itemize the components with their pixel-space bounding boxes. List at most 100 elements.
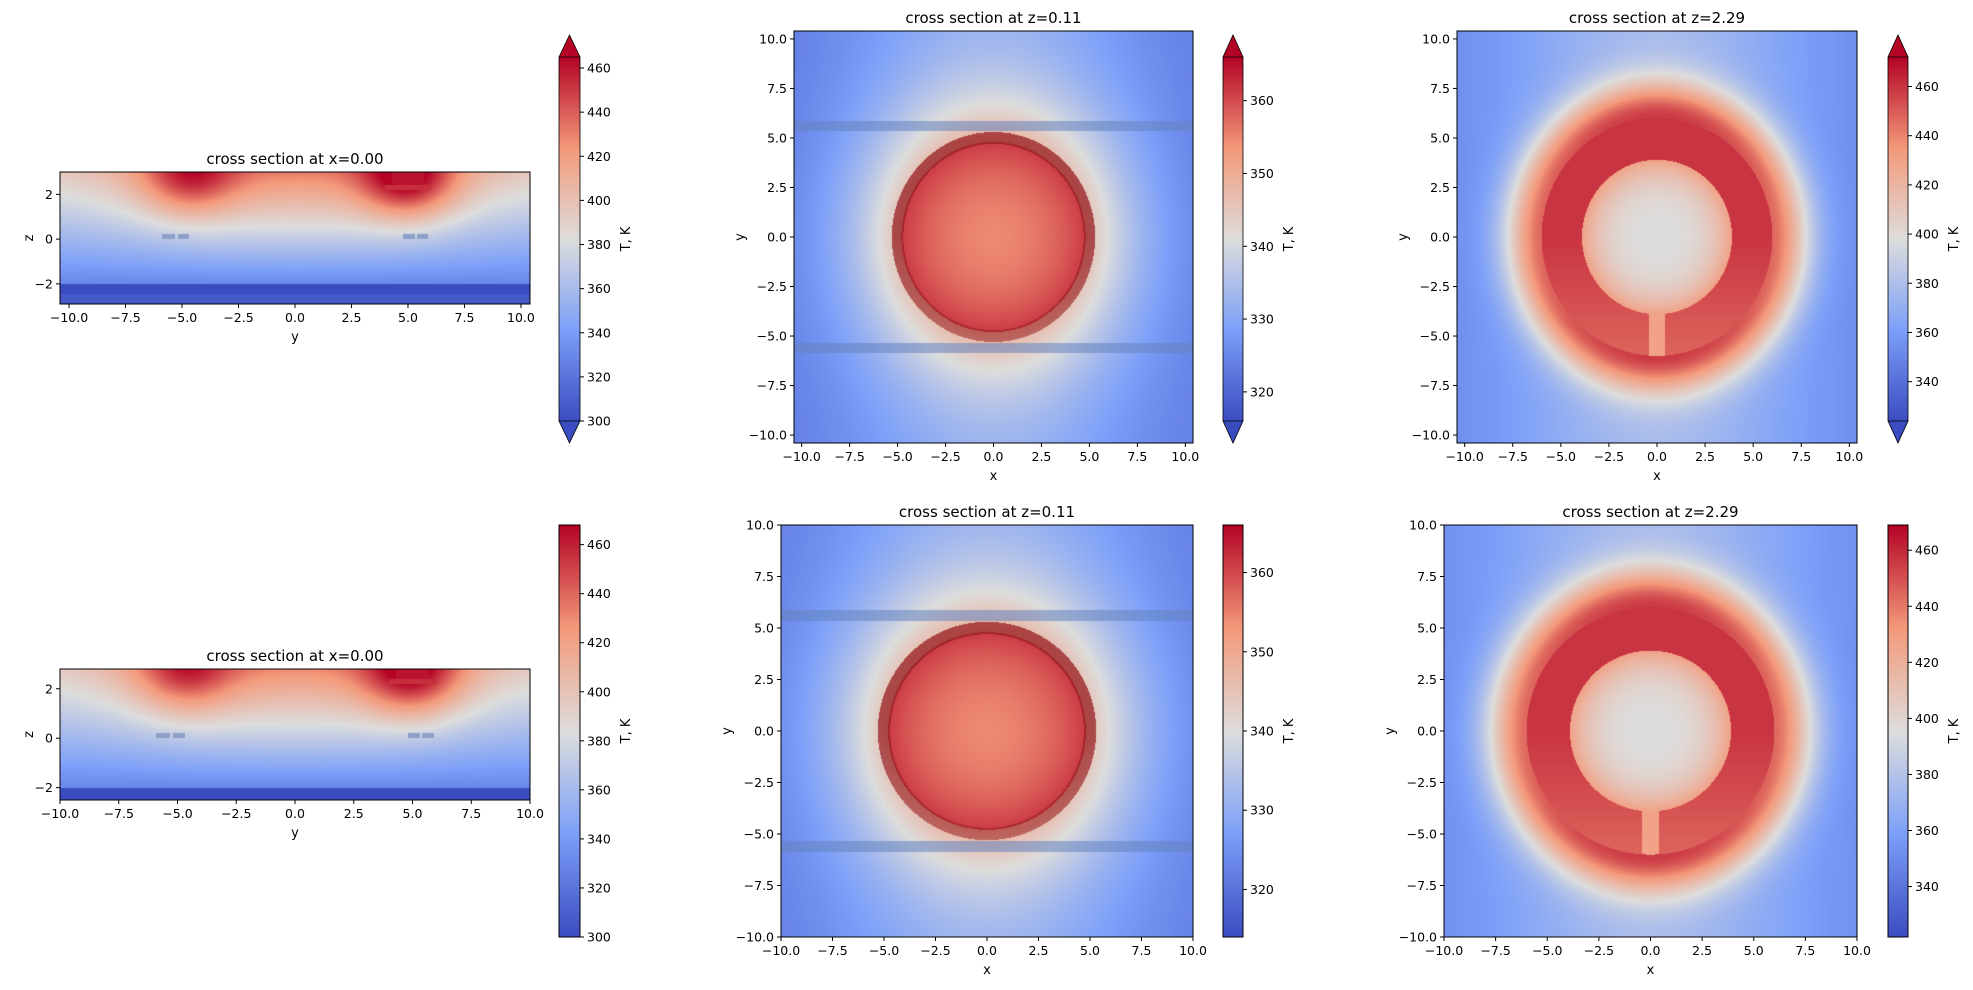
colorbar-tick-label: 400 [587, 684, 611, 699]
colorbar-tick-label: 440 [587, 586, 611, 601]
x-tick-label: 7.5 [1127, 449, 1147, 464]
x-tick-label: −10.0 [762, 943, 800, 958]
x-axis-label: y [291, 330, 299, 345]
colorbar-gradient [1888, 525, 1908, 937]
x-tick-label: 10.0 [507, 310, 535, 325]
colorbar-tick-label: 320 [1250, 384, 1274, 399]
colorbar-tick-label: 340 [1915, 374, 1939, 389]
x-tick-label: 7.5 [1132, 943, 1152, 958]
y-tick-label: 10.0 [1409, 518, 1437, 533]
x-tick-label: −7.5 [834, 449, 864, 464]
chart-title: cross section at z=2.29 [1562, 503, 1738, 521]
colorbar-tick-label: 400 [587, 193, 611, 208]
colorbar-gradient [559, 57, 580, 421]
heatmap-image [1444, 525, 1857, 937]
colorbar-extend-max [1222, 34, 1244, 58]
y-tick-label: −2 [35, 276, 53, 291]
colorbar-gradient [1888, 57, 1908, 421]
x-tick-label: 2.5 [1695, 449, 1715, 464]
x-tick-label: −7.5 [110, 310, 140, 325]
y-tick-label: 7.5 [767, 81, 787, 96]
colorbar-gradient [559, 525, 580, 937]
x-tick-label: 7.5 [1795, 943, 1815, 958]
x-tick-label: 2.5 [1029, 943, 1049, 958]
x-tick-label: −10.0 [1425, 943, 1463, 958]
y-tick-label: 0.0 [754, 724, 774, 739]
y-tick-label: −5.0 [1420, 329, 1450, 344]
x-tick-label: −2.5 [1594, 449, 1624, 464]
colorbar-frame [558, 524, 581, 938]
axes-frame [1443, 524, 1858, 938]
y-tick-label: −5.0 [1407, 827, 1437, 842]
x-tick-label: −5.0 [869, 943, 899, 958]
colorbar-tick-label: 420 [587, 149, 611, 164]
y-tick-label: −7.5 [757, 378, 787, 393]
colorbar-label: T, K [1282, 226, 1297, 252]
x-axis-label: x [990, 469, 998, 484]
y-axis-label: y [1396, 233, 1411, 241]
y-tick-label: −10.0 [736, 930, 774, 945]
x-tick-label: −10.0 [50, 310, 88, 325]
x-tick-label: −2.5 [920, 943, 950, 958]
colorbar-tick-label: 340 [587, 831, 611, 846]
colorbar-label: T, K [1947, 718, 1962, 744]
x-tick-label: 10.0 [1835, 449, 1863, 464]
colorbar-extend-max [558, 34, 581, 58]
x-tick-label: −5.0 [1532, 943, 1562, 958]
colorbar-gradient [1223, 525, 1243, 937]
x-axis-label: x [983, 963, 991, 978]
y-tick-label: −2.5 [744, 775, 774, 790]
colorbar-tick-label: 340 [1250, 239, 1274, 254]
colorbar-tick-label: 350 [1250, 644, 1274, 659]
x-tick-label: 2.5 [344, 806, 364, 821]
colorbar-tick-label: 360 [1250, 565, 1274, 580]
y-tick-label: 0.0 [1430, 230, 1450, 245]
colorbar-tick-label: 350 [1250, 166, 1274, 181]
x-tick-label: −10.0 [783, 449, 821, 464]
y-tick-label: 2 [45, 681, 53, 696]
y-tick-label: 2 [45, 187, 53, 202]
heatmap-image [60, 172, 530, 304]
colorbar-tick-label: 360 [1250, 93, 1274, 108]
y-tick-label: 0 [45, 731, 53, 746]
colorbar-tick-label: 420 [1915, 655, 1939, 670]
y-tick-label: 5.0 [1430, 130, 1450, 145]
y-tick-label: 10.0 [759, 31, 787, 46]
x-tick-label: −2.5 [930, 449, 960, 464]
colorbar-tick-label: 400 [1915, 227, 1939, 242]
y-axis-label: y [733, 233, 748, 241]
colorbar-tick-label: 420 [587, 635, 611, 650]
colorbar-extend-max [1887, 34, 1909, 58]
colorbar-tick-label: 420 [1915, 177, 1939, 192]
y-tick-label: −7.5 [1420, 378, 1450, 393]
y-tick-label: 7.5 [1417, 569, 1437, 584]
chart-title: cross section at x=0.00 [206, 150, 383, 168]
y-axis-label: z [22, 731, 37, 738]
colorbar-tick-label: 440 [1915, 128, 1939, 143]
chart-title: cross section at z=0.11 [905, 9, 1081, 27]
x-tick-label: −7.5 [1498, 449, 1528, 464]
x-tick-label: 0.0 [1641, 943, 1661, 958]
colorbar-label: T, K [619, 718, 634, 744]
x-tick-label: −10.0 [41, 806, 79, 821]
x-tick-label: −2.5 [223, 310, 253, 325]
x-axis-label: y [291, 826, 299, 841]
colorbar-tick-label: 360 [587, 782, 611, 797]
colorbar-extend-min [558, 420, 581, 444]
colorbar-tick-label: 360 [1915, 325, 1939, 340]
y-tick-label: −10.0 [1412, 428, 1450, 443]
colorbar-tick-label: 330 [1250, 312, 1274, 327]
x-tick-label: −5.0 [167, 310, 197, 325]
y-tick-label: −2 [35, 780, 53, 795]
y-axis-label: z [22, 234, 37, 241]
x-tick-label: 10.0 [1843, 943, 1871, 958]
x-tick-label: 5.0 [1079, 449, 1099, 464]
colorbar-gradient [1223, 57, 1243, 421]
colorbar-tick-label: 320 [1250, 882, 1274, 897]
colorbar-tick-label: 460 [587, 61, 611, 76]
y-tick-label: 0.0 [767, 230, 787, 245]
colorbar-tick-label: 380 [587, 733, 611, 748]
